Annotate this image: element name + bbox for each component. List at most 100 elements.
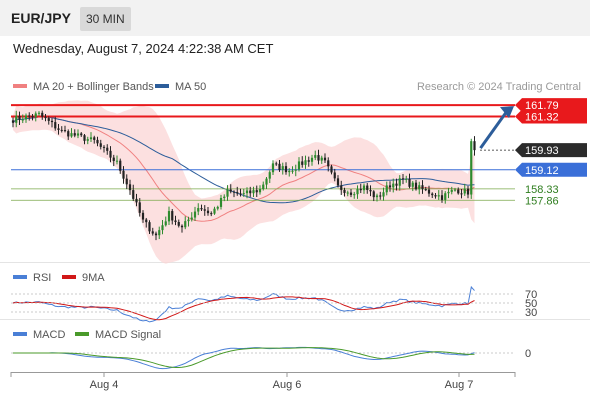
candle-body — [145, 219, 148, 223]
candle-body — [291, 170, 294, 172]
candle-body — [122, 170, 125, 179]
time-tick-label: Aug 4 — [90, 379, 119, 391]
candle-body — [203, 209, 206, 211]
candle-body — [359, 188, 362, 191]
candle-body — [93, 137, 96, 140]
candle-body — [340, 185, 343, 190]
candle-body — [470, 141, 473, 195]
candle-body — [349, 192, 353, 195]
candle-body — [96, 139, 99, 144]
level-label-159-12: 159.12 — [525, 165, 559, 177]
candle-body — [314, 155, 317, 158]
candle-body — [102, 146, 106, 148]
candle-body — [229, 189, 232, 192]
candle-body — [418, 185, 421, 190]
candle-body — [70, 133, 73, 137]
timestamp: Wednesday, August 7, 2024 4:22:38 AM CET — [13, 41, 274, 56]
candle-body — [457, 189, 460, 194]
candle-body — [297, 161, 301, 170]
legend-ma50-label: MA 50 — [175, 81, 206, 93]
candle-body — [89, 137, 93, 140]
candle-body — [239, 193, 242, 195]
candle-body — [21, 119, 24, 121]
candle-body — [346, 192, 349, 194]
candle-body — [86, 139, 89, 141]
bollinger-bands — [13, 100, 475, 264]
level-label-161-79: 161.79 — [525, 100, 559, 112]
candle-body — [284, 166, 288, 173]
candle-body — [398, 178, 401, 186]
candle-body — [210, 213, 213, 215]
legend-rsi-label: RSI — [33, 272, 51, 284]
candle-body — [41, 112, 44, 117]
candle-body — [405, 178, 408, 180]
legend-macd-signal-label: MACD Signal — [95, 329, 161, 341]
symbol-title: EUR/JPY — [11, 10, 71, 26]
candle-body — [135, 198, 138, 203]
candle-body — [174, 220, 177, 223]
candle-body — [320, 157, 323, 161]
candle-body — [431, 193, 434, 196]
candle-body — [44, 116, 47, 119]
macd-panel: 0 — [11, 346, 531, 370]
candle-body — [73, 133, 76, 136]
legend-ma20-label: MA 20 + Bollinger Bands — [33, 81, 154, 93]
level-tag-161-32 — [515, 109, 587, 124]
rsi-line — [12, 285, 475, 323]
candle-body — [148, 222, 151, 232]
rsi-tick-label: 30 — [525, 307, 537, 319]
candle-body — [193, 211, 197, 218]
candle-body — [99, 143, 102, 147]
legend-macd-label: MACD — [33, 329, 65, 341]
candle-body — [151, 231, 154, 234]
forecast-arrow — [479, 110, 509, 150]
candle-body — [343, 189, 346, 193]
candle-body — [67, 131, 70, 137]
candle-body — [424, 189, 427, 191]
candle-body — [206, 210, 210, 214]
candle-body — [385, 185, 388, 193]
candle-body — [401, 178, 405, 180]
candle-body — [219, 197, 223, 207]
candle-body — [112, 157, 115, 161]
candle-body — [258, 189, 262, 193]
candle-body — [369, 189, 372, 192]
candle-body — [382, 192, 385, 197]
candle-body — [76, 133, 80, 136]
candle-body — [50, 120, 54, 123]
candle-body — [167, 211, 171, 222]
candle-body — [187, 219, 190, 222]
candle-body — [213, 208, 216, 214]
candle-body — [268, 172, 271, 179]
candle-body — [31, 116, 34, 118]
candle-body — [177, 222, 180, 226]
candle-body — [223, 196, 226, 198]
time-tick-label: Aug 6 — [273, 379, 302, 391]
candle-body — [330, 166, 333, 173]
macd-signal-line — [13, 347, 475, 368]
rsi-tick-label: 70 — [525, 289, 537, 301]
legend-rsi-swatch — [13, 275, 27, 279]
level-tag-161-79 — [515, 98, 587, 113]
candle-body — [281, 166, 284, 170]
candle-body — [440, 195, 444, 200]
candle-body — [421, 185, 424, 190]
time-axis-ticks: Aug 4 Aug 6 Aug 7 — [10, 372, 516, 391]
candle-body — [392, 183, 395, 188]
level-label-159-93: 159.93 — [525, 145, 559, 157]
candle-body — [119, 160, 122, 171]
macd-tick-label: 0 — [525, 348, 531, 360]
price-levels — [11, 104, 515, 201]
candle-body — [408, 178, 411, 187]
candle-body — [249, 190, 252, 194]
candle-body — [388, 185, 392, 188]
candle-body — [288, 170, 291, 173]
interval-button[interactable]: 30 MIN — [80, 7, 131, 31]
candle-body — [34, 113, 37, 117]
candle-body — [327, 160, 330, 167]
candle-body — [161, 225, 164, 231]
candle-body — [379, 195, 382, 197]
candle-body — [63, 130, 67, 132]
candle-body — [83, 135, 86, 141]
